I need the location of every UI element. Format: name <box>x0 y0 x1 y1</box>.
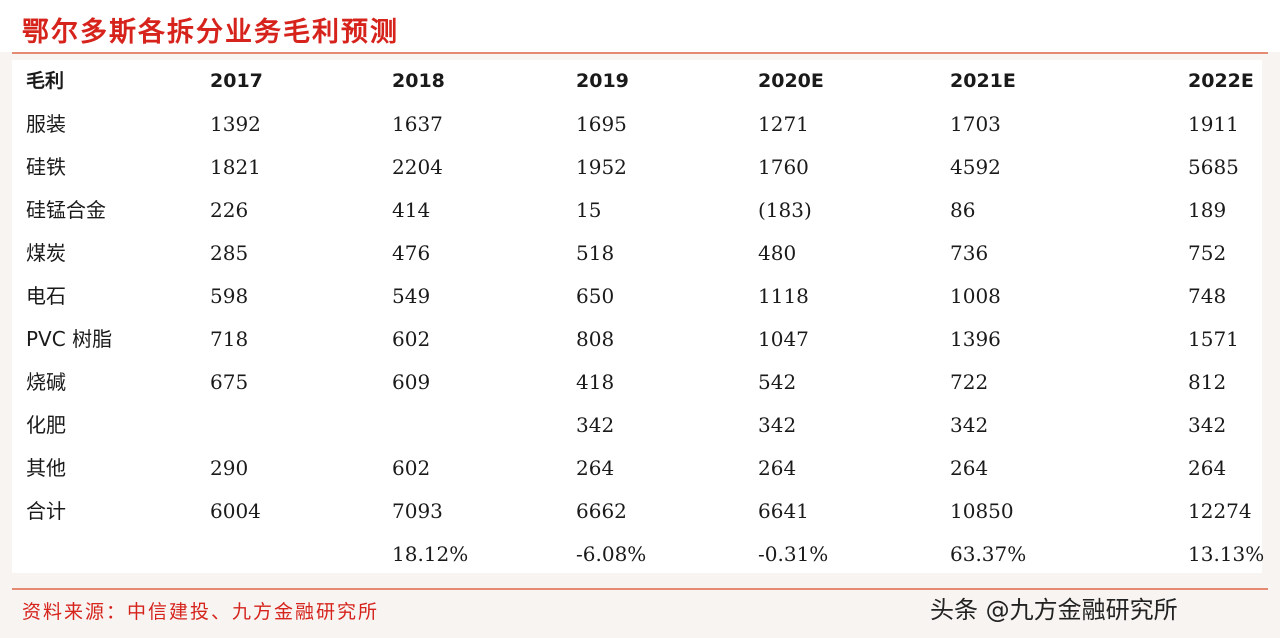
table-cell: 722 <box>950 370 989 394</box>
table-cell: 418 <box>576 370 615 394</box>
table-cell: 808 <box>576 327 615 351</box>
header-cell: 2020E <box>758 70 824 92</box>
header-cell: 毛利 <box>26 70 65 92</box>
table-cell: 675 <box>210 370 249 394</box>
table-cell: 5685 <box>1188 155 1239 179</box>
table-cell: 6662 <box>576 499 627 523</box>
table-cell: 342 <box>758 413 797 437</box>
table-cell: 414 <box>392 198 431 222</box>
table-cell: 86 <box>950 198 976 222</box>
table-cell: 812 <box>1188 370 1227 394</box>
table-cell: 1703 <box>950 112 1001 136</box>
table-cell: 1911 <box>1188 112 1239 136</box>
table-cell: 226 <box>210 198 249 222</box>
table-cell: 264 <box>758 456 797 480</box>
row-label: 硅锰合金 <box>26 198 106 222</box>
table-cell: 18.12% <box>392 542 469 566</box>
table-row: 硅锰合金 226 414 15 (183) 86 189 <box>12 189 1262 232</box>
table-cell: 12274 <box>1188 499 1252 523</box>
watermark: 头条 @九方金融研究所 <box>930 596 1178 624</box>
table-cell: 290 <box>210 456 249 480</box>
table-cell: 1821 <box>210 155 261 179</box>
table-cell: 598 <box>210 284 249 308</box>
page-title: 鄂尔多斯各拆分业务毛利预测 <box>22 17 399 48</box>
footer-divider <box>12 588 1268 590</box>
row-label: 电石 <box>26 284 66 308</box>
title-bar: 鄂尔多斯各拆分业务毛利预测 <box>0 0 1280 52</box>
table-cell: 285 <box>210 241 249 265</box>
table-cell: 264 <box>576 456 615 480</box>
table-cell: 1695 <box>576 112 627 136</box>
table-row: 化肥 342 342 342 342 <box>12 404 1262 447</box>
table-cell: 189 <box>1188 198 1227 222</box>
table-header-row: 毛利 2017 2018 2019 2020E 2021E 2022E <box>12 60 1262 103</box>
table-cell: 13.13% <box>1188 542 1265 566</box>
table-row: 服装 1392 1637 1695 1271 1703 1911 <box>12 103 1262 146</box>
table-cell: 549 <box>392 284 431 308</box>
table-cell: 342 <box>1188 413 1227 437</box>
table-cell: 1118 <box>758 284 809 308</box>
header-cell: 2018 <box>392 70 445 92</box>
table-cell: 602 <box>392 456 431 480</box>
table-cell: 6004 <box>210 499 261 523</box>
table-cell: 748 <box>1188 284 1227 308</box>
table-cell: 342 <box>576 413 615 437</box>
table-cell: 752 <box>1188 241 1227 265</box>
table-cell: (183) <box>758 198 812 222</box>
table-cell: 1008 <box>950 284 1001 308</box>
table-cell: 718 <box>210 327 249 351</box>
table-cell: 1760 <box>758 155 809 179</box>
table-cell: 63.37% <box>950 542 1027 566</box>
header-cell: 2019 <box>576 70 629 92</box>
table-cell: 480 <box>758 241 797 265</box>
table-row: PVC 树脂 718 602 808 1047 1396 1571 <box>12 318 1262 361</box>
table-cell: 736 <box>950 241 989 265</box>
row-label: 合计 <box>26 499 66 523</box>
table-cell: 1637 <box>392 112 443 136</box>
table-cell: 10850 <box>950 499 1014 523</box>
table-row: 煤炭 285 476 518 480 736 752 <box>12 232 1262 275</box>
row-label: 化肥 <box>26 413 66 437</box>
table-cell: 542 <box>758 370 797 394</box>
table-cell: 1952 <box>576 155 627 179</box>
table-cell: 602 <box>392 327 431 351</box>
table-cell: 518 <box>576 241 615 265</box>
table-row: 烧碱 675 609 418 542 722 812 <box>12 361 1262 404</box>
row-label: 烧碱 <box>26 370 66 394</box>
table-row-total: 合计 6004 7093 6662 6641 10850 12274 <box>12 490 1262 533</box>
table-cell: -0.31% <box>758 542 829 566</box>
table-cell: 264 <box>1188 456 1227 480</box>
table-cell: 342 <box>950 413 989 437</box>
table-row-growth: 18.12% -6.08% -0.31% 63.37% 13.13% <box>12 533 1265 576</box>
table-cell: 6641 <box>758 499 809 523</box>
table-cell: 7093 <box>392 499 443 523</box>
header-cell: 2021E <box>950 70 1016 92</box>
row-label: 硅铁 <box>26 155 66 179</box>
table-row: 电石 598 549 650 1118 1008 748 <box>12 275 1262 318</box>
table-cell: 609 <box>392 370 431 394</box>
title-divider <box>12 52 1268 54</box>
table-cell: 15 <box>576 198 602 222</box>
table-cell: 1392 <box>210 112 261 136</box>
table-cell: 264 <box>950 456 989 480</box>
row-label: 服装 <box>26 112 66 136</box>
table-cell: -6.08% <box>576 542 647 566</box>
gross-profit-table: 毛利 2017 2018 2019 2020E 2021E 2022E 服装 1… <box>12 60 1265 576</box>
source-note: 资料来源：中信建投、九方金融研究所 <box>22 601 380 623</box>
table-cell: 1396 <box>950 327 1001 351</box>
table-row: 硅铁 1821 2204 1952 1760 4592 5685 <box>12 146 1262 189</box>
header-cell: 2017 <box>210 70 263 92</box>
row-label: 其他 <box>26 456 66 480</box>
table-cell: 476 <box>392 241 431 265</box>
header-cell: 2022E <box>1188 70 1254 92</box>
table-cell: 4592 <box>950 155 1001 179</box>
table-cell: 1571 <box>1188 327 1239 351</box>
row-label: PVC 树脂 <box>26 327 113 351</box>
table-cell: 2204 <box>392 155 443 179</box>
table-cell: 650 <box>576 284 615 308</box>
row-label: 煤炭 <box>26 241 66 265</box>
table-row: 其他 290 602 264 264 264 264 <box>12 447 1262 490</box>
table-cell: 1271 <box>758 112 809 136</box>
table-cell: 1047 <box>758 327 809 351</box>
